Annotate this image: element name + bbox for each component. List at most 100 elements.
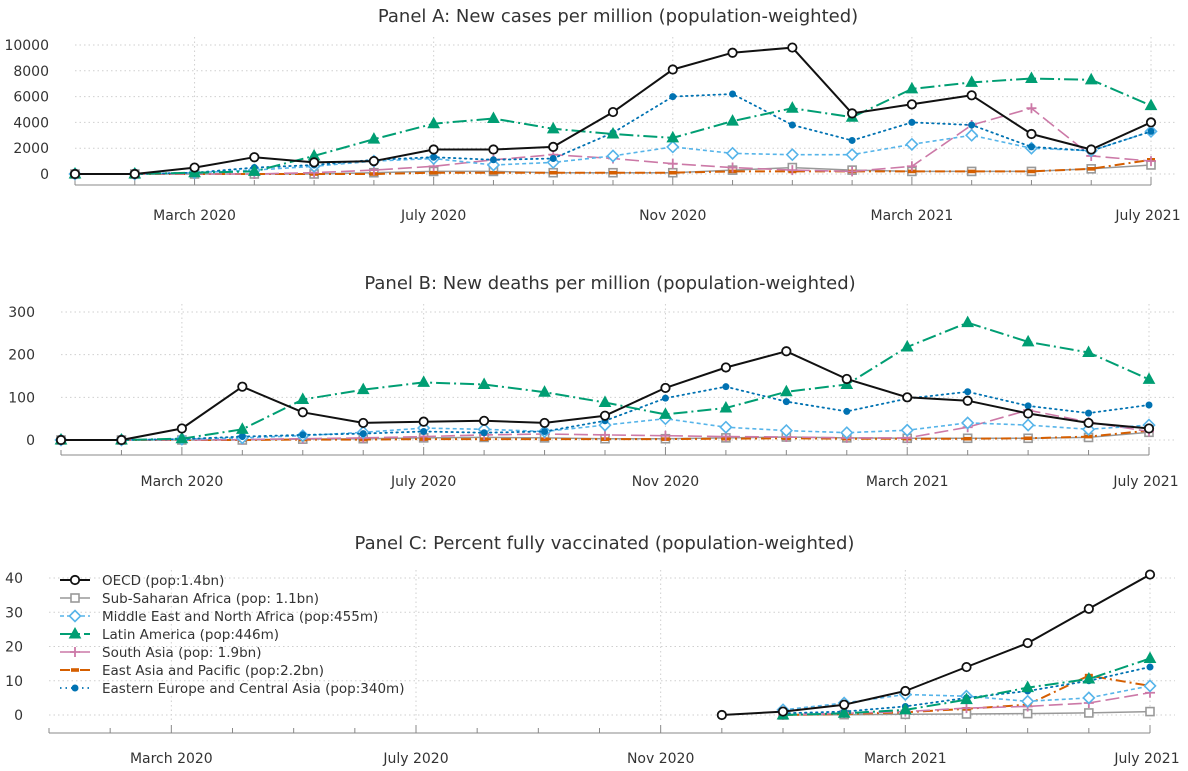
- data-point-oecd: [607, 106, 619, 118]
- data-point-oecd: [781, 346, 792, 357]
- series-latam: [776, 651, 1157, 720]
- data-point-eeca: [1146, 663, 1154, 671]
- data-point-eeca: [541, 427, 549, 435]
- data-point-mena: [961, 416, 975, 430]
- data-point-eap: [549, 170, 558, 175]
- data-point-eeca: [669, 93, 677, 101]
- y-tick-label: 0: [40, 167, 49, 183]
- data-point-latam: [1084, 72, 1098, 85]
- data-point-latam: [296, 392, 310, 404]
- legend-item-eeca: Eastern Europe and Central Asia (pop:340…: [60, 681, 404, 697]
- series-latam: [54, 315, 1156, 445]
- data-point-eap: [1087, 167, 1096, 171]
- data-point-eap: [963, 436, 972, 441]
- y-tick-label: 0: [14, 708, 23, 724]
- data-point-latam: [726, 114, 739, 126]
- x-tick-label: Nov 2020: [627, 751, 694, 767]
- data-point-oecd: [1026, 128, 1037, 140]
- data-point-eeca: [299, 431, 307, 439]
- data-point-oecd: [297, 407, 308, 418]
- legend-item-eap: East Asia and Pacific (pop:2.2bn): [60, 663, 324, 679]
- data-point-oecd: [1083, 417, 1094, 429]
- data-point-eap: [489, 170, 498, 175]
- data-point-latam: [905, 81, 919, 94]
- legend-label: OECD (pop:1.4bn): [102, 573, 224, 589]
- x-tick-label: July 2020: [390, 474, 456, 490]
- panel-title: Panel C: Percent fully vaccinated (popul…: [355, 533, 855, 554]
- data-point-oecd: [428, 144, 439, 155]
- y-tick-label: 100: [8, 390, 35, 406]
- data-point-oecd: [1086, 144, 1097, 155]
- legend-marker: [68, 609, 82, 623]
- data-point-oecd: [599, 410, 611, 421]
- data-point-oecd: [667, 64, 678, 75]
- legend-label: Latin America (pop:446m): [102, 627, 279, 643]
- data-point-latam: [961, 315, 975, 328]
- data-point-sasia: [787, 165, 798, 176]
- data-point-sasia: [660, 430, 671, 441]
- panel-title: Panel B: New deaths per million (populat…: [364, 273, 855, 294]
- x-tick-label: March 2020: [153, 208, 236, 224]
- y-tick-label: 4000: [13, 115, 49, 131]
- legend-label: South Asia (pop: 1.9bn): [102, 645, 261, 661]
- data-point-mena: [486, 158, 501, 172]
- data-point-eeca: [908, 118, 916, 126]
- data-point-latam: [719, 400, 733, 413]
- data-point-oecd: [902, 392, 913, 403]
- y-tick-label: 2000: [13, 141, 49, 157]
- data-point-oecd: [1022, 637, 1033, 649]
- x-tick-label: July 2020: [382, 751, 448, 767]
- data-point-mena: [1021, 694, 1035, 708]
- data-point-eeca: [788, 121, 796, 129]
- data-point-eap: [967, 169, 976, 174]
- data-point-sasia: [906, 161, 917, 172]
- data-point-sasia: [961, 703, 972, 714]
- data-point-latam: [898, 702, 912, 715]
- x-tick-label: July 2020: [400, 208, 466, 224]
- data-point-latam: [598, 395, 612, 407]
- data-point-oecd: [900, 685, 911, 697]
- data-point-oecd: [1023, 408, 1034, 419]
- data-point-sasia: [727, 162, 738, 173]
- data-point-oecd: [787, 42, 798, 53]
- data-point-oecd: [55, 434, 67, 446]
- legend-marker: [71, 668, 79, 672]
- y-tick-label: 10000: [4, 38, 49, 54]
- legend-marker: [70, 593, 80, 603]
- data-point-latam: [900, 339, 914, 352]
- data-point-oecd: [488, 144, 499, 155]
- data-point-oecd: [237, 381, 248, 392]
- data-point-oecd: [839, 699, 850, 710]
- data-point-latam: [1143, 651, 1157, 663]
- data-point-oecd: [69, 168, 81, 180]
- data-point-eap: [1024, 436, 1033, 441]
- data-point-eeca: [489, 156, 497, 164]
- data-point-latam: [1082, 345, 1095, 358]
- data-point-eeca: [661, 394, 669, 402]
- legend-marker: [68, 626, 82, 639]
- data-point-oecd: [720, 362, 731, 373]
- legend-label: East Asia and Pacific (pop:2.2bn): [102, 663, 324, 679]
- data-point-mena: [1143, 679, 1157, 693]
- legend-item-ssa: Sub-Saharan Africa (pop: 1.1bn): [60, 591, 319, 607]
- data-point-oecd: [368, 156, 379, 167]
- data-point-oecd: [906, 99, 917, 110]
- data-point-latam: [785, 101, 799, 113]
- data-point-eeca: [1085, 409, 1093, 417]
- panel-2: Panel B: New deaths per million (populat…: [8, 273, 1178, 490]
- data-point-sasia: [847, 166, 858, 177]
- data-point-eeca: [238, 433, 246, 441]
- data-point-mena: [725, 146, 740, 160]
- data-point-mena: [845, 148, 859, 162]
- data-point-oecd: [777, 706, 789, 717]
- data-point-oecd: [966, 90, 977, 101]
- y-tick-label: 20: [5, 640, 23, 656]
- data-point-mena: [719, 420, 733, 434]
- data-point-eeca: [359, 430, 367, 438]
- data-point-eap: [429, 170, 438, 175]
- legend-marker: [71, 684, 79, 692]
- data-point-latam: [487, 111, 500, 124]
- x-tick-label: July 2021: [1112, 474, 1178, 490]
- data-point-latam: [1142, 372, 1156, 384]
- data-point-sasia: [667, 158, 678, 169]
